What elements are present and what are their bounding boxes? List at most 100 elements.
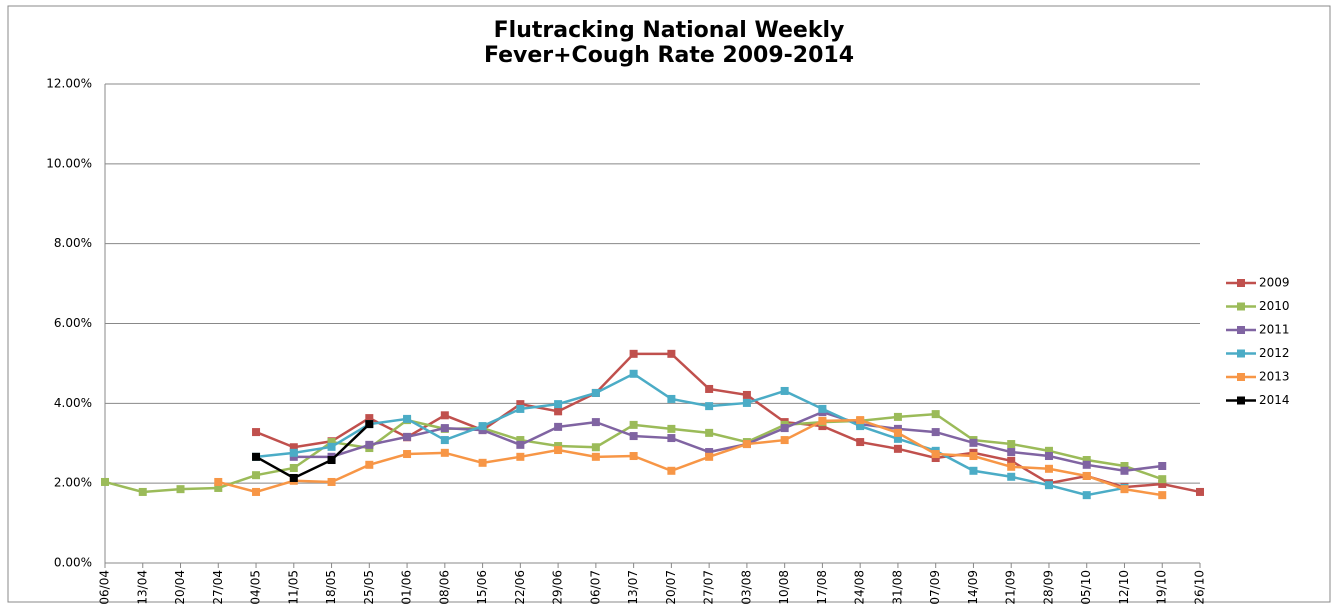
series-line: [293, 410, 1163, 473]
point: [742, 440, 751, 449]
legend-marker: [1237, 302, 1245, 311]
legend-marker: [1237, 373, 1245, 381]
point: [1158, 491, 1167, 500]
point: [818, 416, 827, 425]
x-tick-label: 15/06: [475, 570, 489, 604]
point: [289, 443, 298, 452]
x-tick-label: 06/04: [98, 570, 112, 604]
point: [554, 407, 563, 416]
legend-marker: [1237, 349, 1245, 358]
series-line: [255, 423, 371, 480]
point: [478, 422, 487, 431]
point: [1158, 479, 1167, 488]
point: [1082, 460, 1091, 469]
series-line: [217, 418, 1163, 497]
point: [1158, 475, 1167, 484]
point: [101, 477, 109, 486]
y-tick-label: 2.00%: [54, 476, 92, 490]
point: [742, 390, 751, 399]
point: [969, 438, 978, 447]
point: [856, 416, 865, 425]
x-tick-label: 21/09: [1004, 570, 1018, 604]
x-tick-label: 10/08: [777, 570, 791, 604]
point: [516, 440, 525, 449]
x-tick-label: 31/08: [890, 570, 904, 604]
point: [327, 456, 336, 465]
point: [1044, 446, 1053, 455]
x-tick-label: 24/08: [853, 570, 867, 604]
x-tick-label: 03/08: [739, 570, 753, 604]
point: [705, 428, 714, 437]
point: [1082, 471, 1091, 480]
legend-label: 2009: [1259, 276, 1290, 290]
legend-label: 2011: [1259, 323, 1290, 337]
point: [1007, 462, 1016, 471]
point: [969, 466, 978, 475]
x-tick-label: 26/10: [1193, 570, 1207, 604]
point: [1120, 466, 1129, 475]
point: [629, 369, 638, 378]
point: [931, 410, 940, 419]
legend-marker: [1237, 396, 1245, 405]
point: [667, 434, 676, 443]
x-tick-label: 27/07: [702, 570, 716, 604]
y-tick-label: 6.00%: [54, 316, 92, 330]
point: [591, 388, 600, 397]
point: [214, 483, 223, 492]
point: [327, 442, 336, 451]
x-tick-label: 18/05: [324, 570, 338, 604]
point: [591, 443, 600, 452]
point: [289, 463, 298, 472]
point: [516, 400, 525, 409]
y-tick-label: 0.00%: [54, 556, 92, 570]
point: [252, 428, 261, 437]
point: [478, 458, 487, 467]
y-tick-label: 4.00%: [54, 396, 92, 410]
point: [403, 450, 412, 459]
x-tick-label: 27/04: [211, 570, 225, 604]
x-tick-label: 14/09: [966, 570, 980, 604]
point: [440, 448, 449, 457]
point: [667, 424, 676, 433]
x-tick-label: 28/09: [1041, 570, 1055, 604]
x-tick-label: 12/10: [1117, 570, 1131, 604]
legend-marker: [1237, 326, 1245, 334]
point: [893, 444, 902, 453]
y-tick-label: 8.00%: [54, 236, 92, 250]
point: [742, 398, 751, 407]
x-tick-label: 04/05: [249, 570, 263, 604]
x-tick-label: 11/05: [286, 570, 300, 604]
chart-frame: [7, 5, 1331, 603]
point: [667, 466, 676, 475]
y-tick-label: 12.00%: [46, 77, 92, 91]
legend-label: 2013: [1259, 370, 1290, 384]
legend-label: 2014: [1259, 393, 1290, 407]
point: [403, 432, 412, 441]
y-tick-label: 10.00%: [46, 156, 92, 170]
point: [705, 384, 714, 393]
point: [1082, 456, 1091, 465]
point: [1007, 456, 1016, 465]
point: [252, 487, 261, 496]
point: [176, 485, 185, 494]
point: [440, 411, 449, 420]
point: [1044, 452, 1053, 461]
legend-label: 2010: [1259, 299, 1290, 313]
point: [1158, 462, 1167, 471]
point: [440, 436, 449, 445]
point: [516, 404, 525, 413]
point: [780, 386, 789, 395]
x-tick-label: 20/04: [173, 570, 187, 604]
point: [1044, 481, 1053, 490]
point: [1007, 448, 1016, 457]
point: [969, 452, 978, 461]
point: [705, 448, 714, 457]
x-tick-label: 19/10: [1155, 570, 1169, 604]
point: [893, 428, 902, 437]
x-tick-label: 13/07: [626, 570, 640, 604]
point: [554, 446, 563, 455]
point: [818, 404, 827, 413]
x-tick-label: 05/10: [1079, 570, 1093, 604]
point: [403, 414, 412, 423]
